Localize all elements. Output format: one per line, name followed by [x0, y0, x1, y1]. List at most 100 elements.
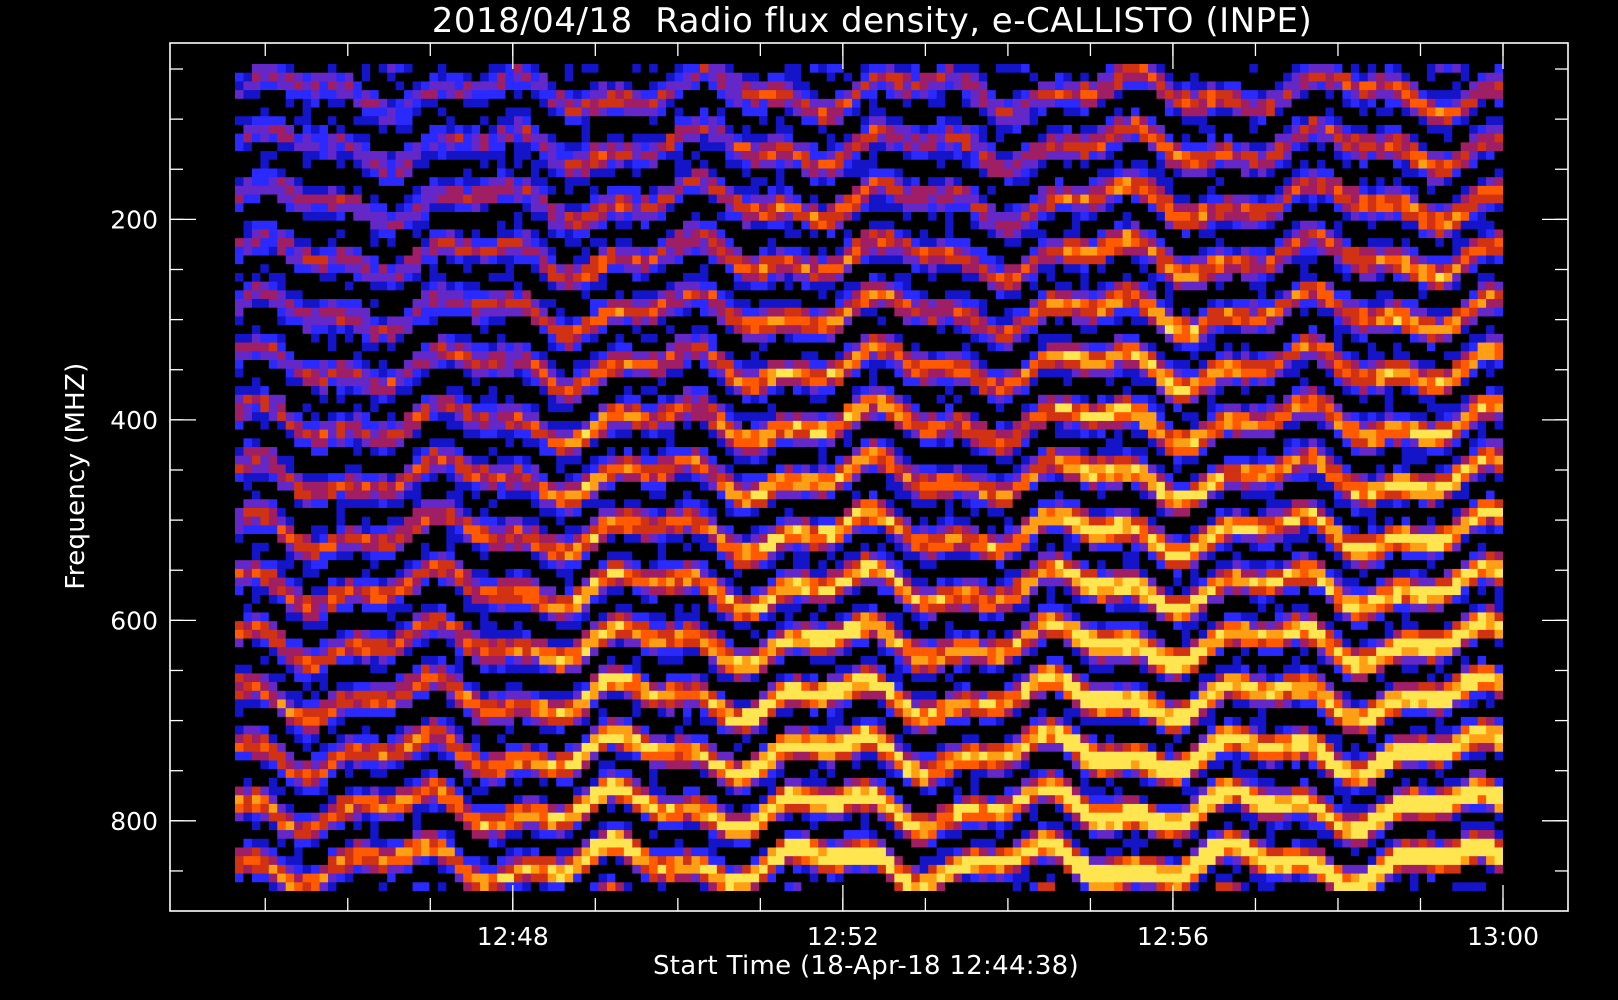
heatmap-cell [505, 316, 515, 326]
heatmap-cell [598, 699, 608, 709]
heatmap-cell [294, 142, 304, 152]
heatmap-cell [353, 316, 363, 326]
heatmap-cell [666, 499, 676, 509]
heatmap-cell [471, 525, 481, 535]
heatmap-cell [370, 708, 380, 718]
heatmap-cell [437, 542, 447, 553]
heatmap-cell [277, 542, 287, 553]
heatmap-cell [353, 490, 363, 500]
heatmap-cell [251, 803, 261, 814]
heatmap-cell [505, 542, 515, 553]
heatmap-cell [649, 655, 659, 666]
heatmap-cell [556, 403, 566, 413]
heatmap-cell [327, 621, 338, 631]
heatmap-cell [361, 299, 371, 309]
heatmap-cell [319, 342, 329, 352]
heatmap-cell [285, 159, 295, 170]
heatmap-cell [260, 769, 270, 779]
heatmap-cell [446, 777, 456, 788]
heatmap-cell [268, 586, 278, 596]
heatmap-cell [370, 342, 380, 352]
heatmap-cell [378, 699, 388, 709]
heatmap-cell [311, 595, 321, 605]
heatmap-cell [530, 272, 540, 283]
heatmap-cell [539, 203, 549, 213]
heatmap-cell [632, 838, 642, 849]
heatmap-cell [420, 534, 431, 544]
heatmap-cell [497, 386, 507, 396]
heatmap-cell [302, 803, 312, 814]
heatmap-cell [302, 246, 312, 257]
heatmap-cell [471, 177, 481, 187]
heatmap-cell [285, 394, 295, 405]
heatmap-cell [361, 629, 371, 640]
heatmap-cell [243, 551, 253, 561]
heatmap-cell [437, 420, 447, 431]
heatmap-cell [623, 447, 633, 457]
heatmap-cell [590, 725, 600, 735]
heatmap-cell [302, 743, 312, 753]
heatmap-cell [649, 716, 659, 727]
heatmap-cell [522, 238, 532, 248]
heatmap-cell [370, 142, 380, 152]
heatmap-cell [505, 856, 515, 866]
heatmap-cell [268, 760, 278, 770]
heatmap-cell [649, 586, 659, 596]
heatmap-cell [327, 72, 338, 83]
heatmap-cell [581, 708, 591, 718]
heatmap-cell [294, 577, 304, 587]
heatmap-cell [370, 507, 380, 518]
heatmap-cell [361, 281, 371, 291]
heatmap-cell [412, 325, 422, 335]
heatmap-cell [235, 751, 245, 762]
heatmap-cell [302, 238, 312, 248]
heatmap-cell [336, 612, 346, 622]
heatmap-cell [547, 586, 557, 596]
heatmap-cell [446, 455, 456, 466]
heatmap-cell [539, 194, 549, 204]
heatmap-cell [311, 473, 321, 483]
heatmap-cell [353, 194, 363, 204]
heatmap-cell [539, 586, 549, 596]
heatmap-cell [615, 255, 625, 265]
heatmap-cell [235, 629, 245, 640]
heatmap-cell [387, 116, 397, 126]
heatmap-cell [640, 708, 650, 718]
heatmap-cell [302, 882, 312, 891]
heatmap-cell [513, 142, 524, 152]
heatmap-cell [235, 838, 245, 849]
heatmap-cell [590, 664, 600, 674]
heatmap-cell [556, 577, 566, 587]
heatmap-cell [395, 142, 405, 152]
heatmap-cell [564, 264, 574, 274]
heatmap-cell [615, 203, 625, 213]
heatmap-cell [590, 351, 600, 361]
heatmap-cell [513, 72, 524, 83]
heatmap-cell [581, 447, 591, 457]
heatmap-cell [547, 255, 557, 265]
heatmap-cell [505, 351, 515, 361]
heatmap-cell [251, 81, 261, 91]
heatmap-cell [370, 638, 380, 648]
heatmap-cell [522, 873, 532, 883]
heatmap-cell [657, 229, 667, 239]
heatmap-cell [657, 568, 667, 579]
heatmap-cell [471, 342, 481, 352]
heatmap-cell [564, 725, 574, 735]
heatmap-cell [353, 90, 363, 100]
heatmap-cell [539, 281, 549, 291]
heatmap-cell [649, 325, 659, 335]
heatmap-cell [294, 238, 304, 248]
heatmap-cell [573, 473, 583, 483]
heatmap-cell [471, 638, 481, 648]
heatmap-cell [666, 769, 676, 779]
heatmap-cell [666, 629, 676, 640]
heatmap-cell [370, 795, 380, 805]
heatmap-cell [564, 690, 574, 701]
heatmap-cell [378, 177, 388, 187]
heatmap-cell [666, 281, 676, 291]
heatmap-cell [302, 499, 312, 509]
heatmap-cell [513, 690, 524, 701]
heatmap-cell [412, 769, 422, 779]
heatmap-cell [581, 795, 591, 805]
